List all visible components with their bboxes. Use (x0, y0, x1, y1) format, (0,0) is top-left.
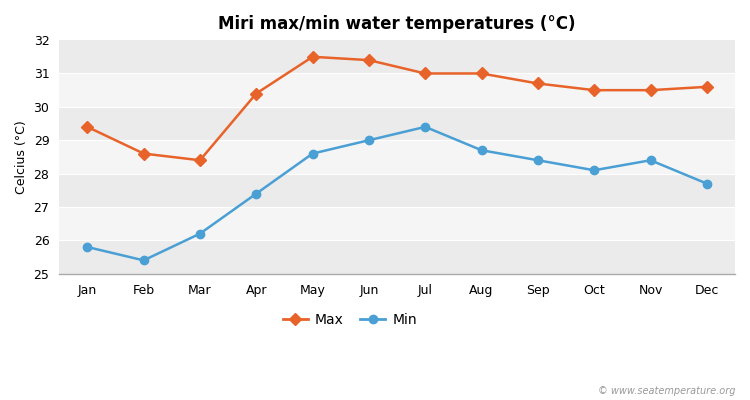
Max (477, 71, 486, 76)
Y-axis label: Celcius (°C): Celcius (°C) (15, 120, 28, 194)
Max (364, 58, 374, 62)
Text: © www.seatemperature.org: © www.seatemperature.org (598, 386, 735, 396)
Max (140, 151, 148, 156)
Min (590, 168, 598, 173)
Max (308, 54, 317, 59)
Max (421, 71, 430, 76)
Max (196, 158, 205, 163)
Min (477, 148, 486, 153)
Line: Min: Min (83, 123, 711, 264)
Min (533, 158, 542, 163)
Bar (59, 40, 735, 74)
Min (196, 231, 205, 236)
Max (590, 88, 598, 92)
Min (140, 258, 148, 263)
Bar (59, 74, 735, 107)
Title: Miri max/min water temperatures (°C): Miri max/min water temperatures (°C) (218, 15, 576, 33)
Min (364, 138, 374, 143)
Min (702, 181, 711, 186)
Max (533, 81, 542, 86)
Bar (59, 107, 735, 140)
Min (308, 151, 317, 156)
Max (82, 124, 92, 129)
Max (702, 84, 711, 89)
Legend: Max, Min: Max, Min (278, 307, 422, 332)
Max (646, 88, 655, 92)
Bar (59, 174, 735, 207)
Bar (59, 140, 735, 174)
Min (421, 124, 430, 129)
Line: Max: Max (83, 53, 711, 164)
Bar (59, 207, 735, 240)
Min (252, 191, 261, 196)
Max (252, 91, 261, 96)
Min (646, 158, 655, 163)
Min (82, 245, 92, 250)
Bar (59, 240, 735, 274)
